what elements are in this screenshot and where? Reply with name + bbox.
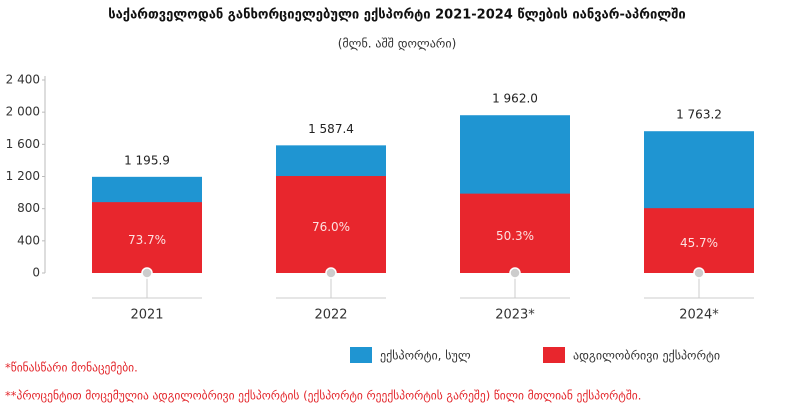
y-tick-label: 0: [32, 266, 40, 280]
x-tick-label: 2021: [130, 308, 163, 323]
marker-dot: [325, 267, 337, 279]
y-tick-label: 1 600: [6, 137, 40, 151]
y-tick-label: 2 400: [6, 73, 40, 87]
y-tick-label: 800: [17, 201, 40, 215]
x-tick-label: 2023*: [495, 308, 535, 323]
bar: [276, 176, 386, 273]
value-label: 1 587.4: [308, 122, 354, 136]
marker-dot: [141, 267, 153, 279]
footnote: *წინასწარი მონაცემები.: [5, 361, 138, 375]
x-tick-label: 2022: [314, 308, 347, 323]
y-tick-label: 2 000: [6, 105, 40, 119]
chart-subtitle: (მლნ. აშშ დოლარი): [338, 37, 457, 51]
chart-title: საქართველოდან განხორციელებული ექსპორტი 2…: [108, 8, 686, 23]
y-tick-label: 1 200: [6, 169, 40, 183]
marker-dot: [693, 267, 705, 279]
share-label: 45.7%: [680, 236, 718, 250]
share-label: 73.7%: [128, 233, 166, 247]
legend-swatch: [350, 347, 372, 363]
legend-label: ექსპორტი, სულ: [380, 349, 471, 363]
bar: [644, 208, 754, 273]
value-label: 1 195.9: [124, 153, 170, 167]
legend-swatch: [543, 347, 565, 363]
bar: [460, 193, 570, 273]
value-label: 1 763.2: [676, 108, 722, 122]
x-tick-label: 2024*: [679, 308, 719, 323]
value-label: 1 962.0: [492, 92, 538, 106]
y-tick-label: 400: [17, 233, 40, 247]
share-label: 50.3%: [496, 229, 534, 243]
footnote: **პროცენტით მოცემულია ადგილობრივი ექსპორ…: [5, 389, 641, 403]
marker-dot: [509, 267, 521, 279]
legend-label: ადგილობრივი ექსპორტი: [573, 349, 720, 363]
bar: [92, 202, 202, 273]
share-label: 76.0%: [312, 220, 350, 234]
